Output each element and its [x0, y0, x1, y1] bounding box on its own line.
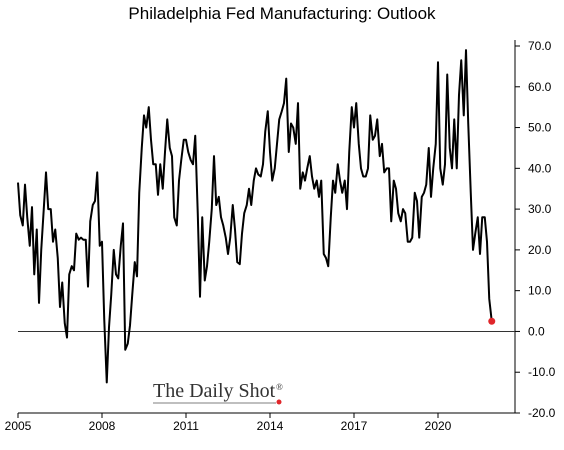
- x-tick-label: 2011: [173, 419, 199, 433]
- y-tick-label: 10.0: [528, 284, 552, 298]
- x-tick-label: 2005: [5, 419, 32, 433]
- watermark-dot: [276, 399, 282, 405]
- y-tick-label: 50.0: [528, 121, 552, 135]
- y-tick-label: 40.0: [528, 161, 552, 175]
- axes: -20.0 -10.0 0.0 10.0 20.0 30.0 40.0 50.0 60.0 70.…: [5, 39, 556, 433]
- watermark-registered-mark: ®: [276, 382, 283, 392]
- series-layer: [17, 49, 496, 384]
- y-tick-label: 30.0: [528, 202, 552, 216]
- y-tick-label: 60.0: [528, 80, 552, 94]
- x-tick-label: 2020: [425, 419, 452, 433]
- y-tick-label: 20.0: [528, 243, 552, 257]
- series-line: [17, 49, 493, 384]
- x-tick-label: 2014: [257, 419, 284, 433]
- y-tick-label: 0.0: [528, 324, 545, 338]
- y-tick-label: -10.0: [528, 365, 556, 379]
- y-tick-label: -20.0: [528, 406, 556, 420]
- y-tick-label: 70.0: [528, 39, 552, 53]
- x-tick-label: 2008: [89, 419, 116, 433]
- x-tick-label: 2017: [341, 419, 368, 433]
- watermark: The Daily Shot ®: [153, 380, 283, 405]
- chart-title: Philadelphia Fed Manufacturing: Outlook: [128, 4, 436, 23]
- watermark-text: The Daily Shot: [153, 380, 276, 402]
- last-point-marker: [488, 317, 496, 325]
